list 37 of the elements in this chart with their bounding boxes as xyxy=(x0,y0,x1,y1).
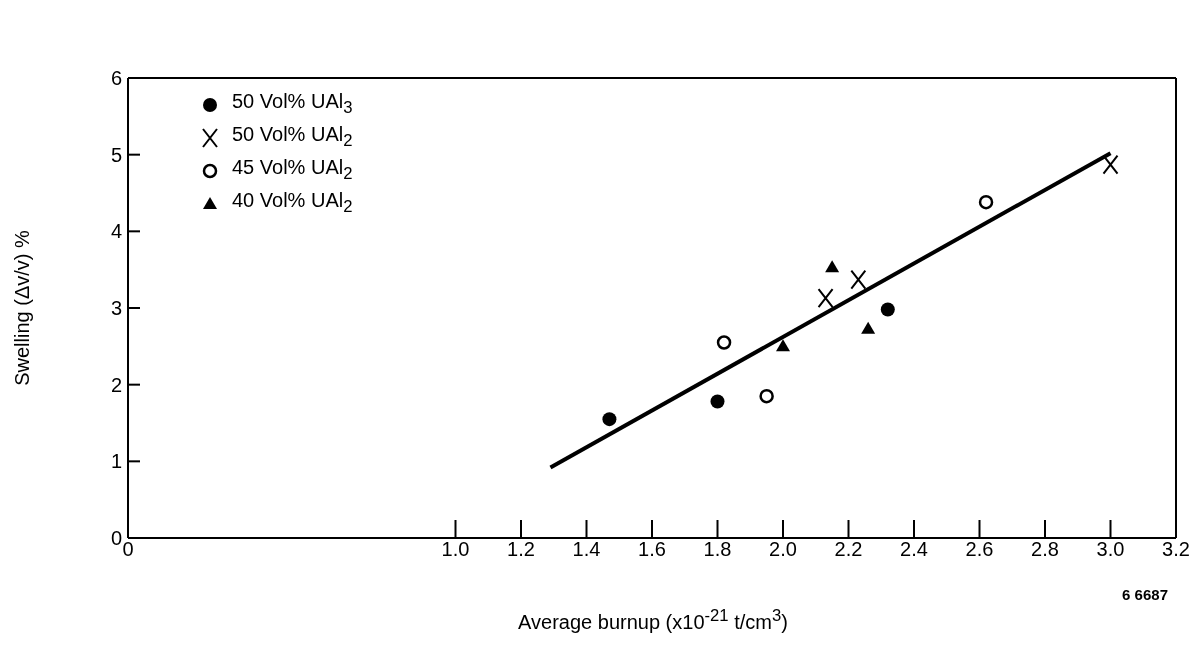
legend-label: 45 Vol% UAl$_{2}$ xyxy=(232,155,353,185)
point xyxy=(1102,154,1119,175)
x-tick-label: 1.6 xyxy=(638,538,666,561)
point xyxy=(850,269,867,290)
x-tick-label: 1.4 xyxy=(572,538,601,561)
x-tick-label: 3.0 xyxy=(1096,538,1125,561)
point xyxy=(602,412,617,427)
text: 6 6687 xyxy=(1122,586,1168,603)
x-axis-title: Average burnup (x10$^{-21}$ t/cm$^{3}$) xyxy=(517,606,789,634)
y-tick-label: 2 xyxy=(110,373,122,396)
y-tick-label: 6 xyxy=(110,67,122,90)
legend-label: 40 Vol% UAl$_{2}$ xyxy=(232,188,353,218)
point xyxy=(759,388,774,404)
point xyxy=(861,321,876,334)
legend-label: 50 Vol% UAl$_{3}$ xyxy=(232,89,353,119)
x-tick-label: 2.6 xyxy=(965,538,994,561)
x-tick-label: 2.8 xyxy=(1031,538,1059,561)
x-tick-label: 1.2 xyxy=(507,538,535,561)
y-tick-label: 5 xyxy=(110,143,122,166)
x-tick-label: 1.0 xyxy=(441,538,470,561)
point xyxy=(825,260,840,273)
y-tick-label: 4 xyxy=(110,220,122,243)
x-tick-label: 3.2 xyxy=(1162,538,1190,561)
y-axis-title: Swelling (Δv/v) % xyxy=(10,230,34,386)
x-tick-label: 2.4 xyxy=(900,538,928,561)
x-tick-label: 2.0 xyxy=(769,538,797,561)
point xyxy=(978,194,994,210)
point xyxy=(880,302,895,317)
point xyxy=(716,335,732,350)
legend-label: 50 Vol% UAl$_{2}$ xyxy=(232,122,353,152)
point xyxy=(776,339,790,352)
x-tick-label: 1.8 xyxy=(703,538,732,561)
y-tick-label: 3 xyxy=(110,297,122,320)
y-tick-label: 1 xyxy=(110,450,122,473)
x-tick-label: 2.2 xyxy=(834,538,863,561)
point xyxy=(710,394,725,409)
point xyxy=(817,288,834,309)
